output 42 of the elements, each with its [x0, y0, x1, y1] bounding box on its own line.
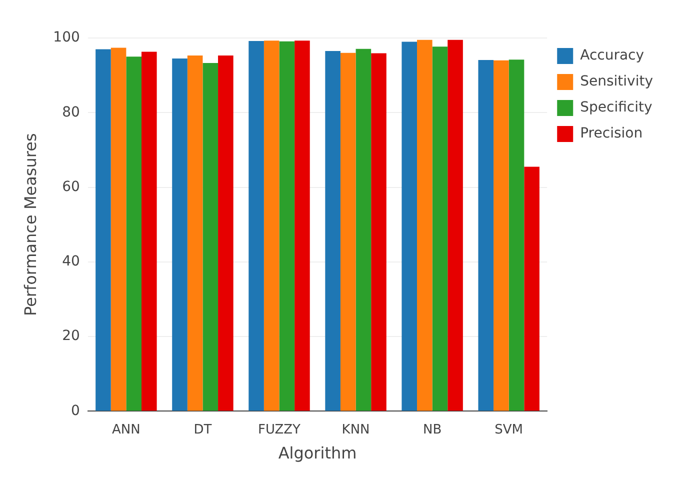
legend-label: Specificity: [580, 100, 652, 116]
x-tick-label: NB: [422, 422, 442, 438]
x-tick-label: SVM: [494, 422, 524, 438]
legend-label: Precision: [580, 126, 643, 142]
bar: [110, 48, 126, 411]
bar: [126, 56, 142, 411]
bar: [508, 60, 524, 411]
y-axis-title: Performance Measures: [20, 133, 40, 316]
bar: [417, 40, 432, 411]
bar: [141, 52, 157, 411]
y-tick-label: 80: [62, 104, 80, 120]
bar: [325, 51, 340, 411]
bar: [172, 58, 188, 411]
bar: [248, 40, 264, 411]
y-tick-label: 40: [62, 254, 80, 270]
y-tick-label: 100: [53, 30, 80, 46]
x-tick-label: DT: [194, 422, 212, 438]
bar: [448, 40, 463, 411]
legend-label: Sensitivity: [580, 74, 654, 90]
bar: [402, 42, 418, 411]
x-tick-label: FUZZY: [258, 422, 301, 438]
y-tick-label: 20: [62, 328, 80, 344]
bar: [264, 40, 280, 411]
bar: [96, 49, 111, 411]
bar: [371, 53, 386, 411]
bar: [478, 60, 494, 411]
bar: [524, 166, 540, 411]
y-tick-label: 0: [71, 402, 80, 419]
bar: [187, 56, 203, 411]
bar: [279, 41, 295, 411]
x-axis-title: Algorithm: [278, 444, 357, 463]
legend-label: Accuracy: [580, 48, 644, 64]
y-tick-label: 60: [62, 178, 80, 195]
bar: [340, 52, 356, 411]
bar: [218, 56, 234, 411]
bar: [494, 60, 509, 411]
x-tick-label: ANN: [112, 422, 140, 438]
bar: [356, 48, 372, 411]
bar: [432, 46, 448, 411]
x-tick-label: KNN: [342, 422, 370, 438]
bar: [202, 63, 218, 411]
bar: [294, 40, 310, 411]
